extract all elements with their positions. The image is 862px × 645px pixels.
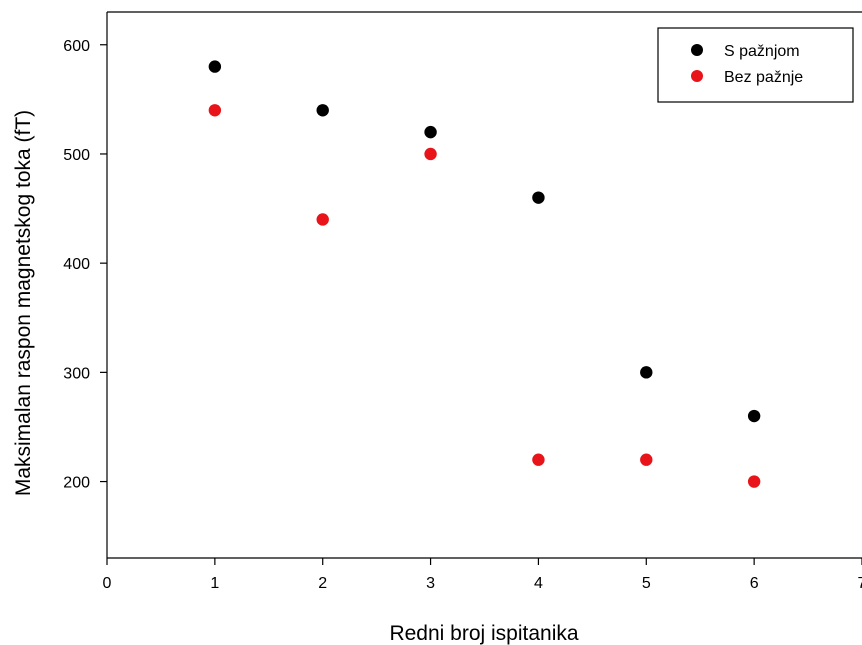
legend-box (657, 27, 854, 103)
legend: S pažnjom Bez pažnje (657, 27, 854, 103)
x-axis-title: Redni broj ispitanika (389, 622, 578, 645)
data-point (532, 191, 545, 204)
y-tick-label: 300 (63, 365, 90, 382)
ticks: 0 1 2 3 4 5 6 7 200 300 400 500 600 (63, 38, 862, 592)
data-point (424, 125, 437, 139)
axes (106, 11, 862, 559)
series-s-paznjom (208, 60, 761, 423)
y-axis-title: Maksimalan raspon magnetskog toka (fT) (12, 110, 35, 496)
y-tick-label: 200 (63, 475, 90, 492)
x-tick-label: 2 (318, 575, 327, 592)
x-tick-label: 7 (858, 575, 862, 592)
data-point (640, 366, 653, 379)
x-tick-label: 5 (642, 575, 651, 592)
x-tick-label: 1 (210, 575, 219, 592)
data-point (208, 60, 222, 73)
data-point (208, 104, 222, 117)
x-tick-label: 3 (426, 575, 435, 592)
data-point (424, 147, 437, 161)
legend-marker-bez-paznje (691, 70, 703, 82)
legend-label-bez-paznje: Bez pažnje (724, 69, 803, 86)
x-tick-label: 0 (103, 575, 112, 592)
data-point (747, 409, 761, 423)
y-tick-label: 600 (63, 38, 90, 55)
y-tick-label: 500 (63, 147, 90, 164)
data-point (747, 475, 761, 488)
x-tick-label: 4 (534, 575, 543, 592)
y-tick-label: 400 (63, 256, 90, 273)
legend-marker-s-paznjom (691, 44, 703, 56)
series-bez-paznje (208, 104, 761, 488)
x-tick-label: 6 (750, 575, 759, 592)
data-point (316, 104, 329, 117)
data-point (316, 213, 329, 226)
data-point (532, 453, 545, 466)
data-points (208, 60, 761, 488)
legend-label-s-paznjom: S pažnjom (724, 43, 800, 60)
data-point (640, 453, 653, 466)
